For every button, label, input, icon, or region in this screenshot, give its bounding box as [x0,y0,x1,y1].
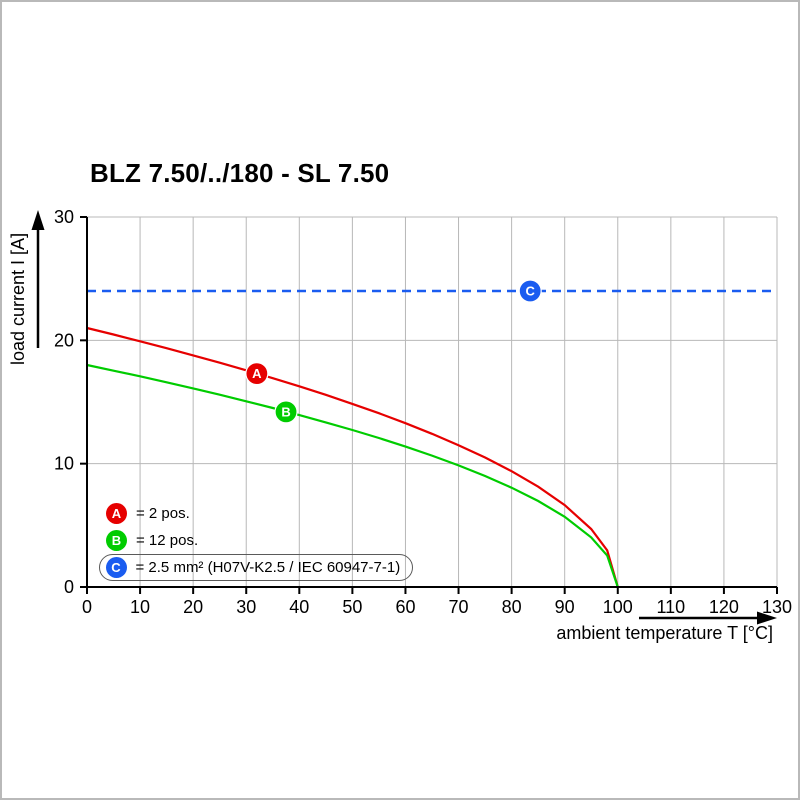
series-b-curve-badge-letter: B [281,404,290,419]
series-a-curve [86,326,619,588]
x-tick-label: 10 [130,597,150,617]
x-tick-label: 40 [289,597,309,617]
series-a-legend-marker: A [106,503,127,524]
y-tick-label: 10 [54,454,74,474]
x-tick-label: 120 [709,597,739,617]
legend-label-a: = 2 pos. [136,505,190,522]
series-c-legend-marker: C [105,557,127,578]
legend-label-b: = 12 pos. [136,532,199,549]
legend-label-c: = 2.5 mm² (H07V-K2.5 / IEC 60947-7-1) [135,559,401,576]
y-tick-label: 0 [64,577,74,597]
series-b-curve-badge [274,400,298,424]
legend: A = 2 pos. B = 12 pos. C = 2.5 mm² (H07V… [99,500,414,581]
series-c-curve-badge [518,279,542,303]
x-tick-label: 20 [183,597,203,617]
x-tick-label: 0 [82,597,92,617]
x-tick-label: 60 [395,597,415,617]
series-c-curve-badge-letter: C [525,284,535,299]
x-tick-label: 30 [236,597,256,617]
y-tick-label: 30 [54,207,74,227]
series-a-curve-badge-letter: A [252,366,262,381]
x-tick-label: 50 [342,597,362,617]
chart-title: BLZ 7.50/../180 - SL 7.50 [90,158,390,188]
x-tick-label: 90 [555,597,575,617]
x-tick-label: 80 [502,597,522,617]
legend-item-b: B = 12 pos. [99,527,198,554]
x-tick-label: 110 [656,597,685,617]
x-axis-arrowhead-icon [757,611,777,625]
legend-item-c: C = 2.5 mm² (H07V-K2.5 / IEC 60947-7-1) [99,554,414,581]
x-tick-label: 70 [449,597,469,617]
x-axis-title: ambient temperature T [°C] [556,623,773,643]
series-b-legend-marker: B [106,530,127,551]
x-tick-label: 130 [762,597,792,617]
series-a-curve-badge [245,362,269,386]
y-axis-arrowhead-icon [31,210,45,230]
series-b-curve [86,363,619,588]
legend-item-a: A = 2 pos. [99,500,190,527]
y-tick-label: 20 [54,330,74,350]
x-tick-label: 100 [603,597,633,617]
